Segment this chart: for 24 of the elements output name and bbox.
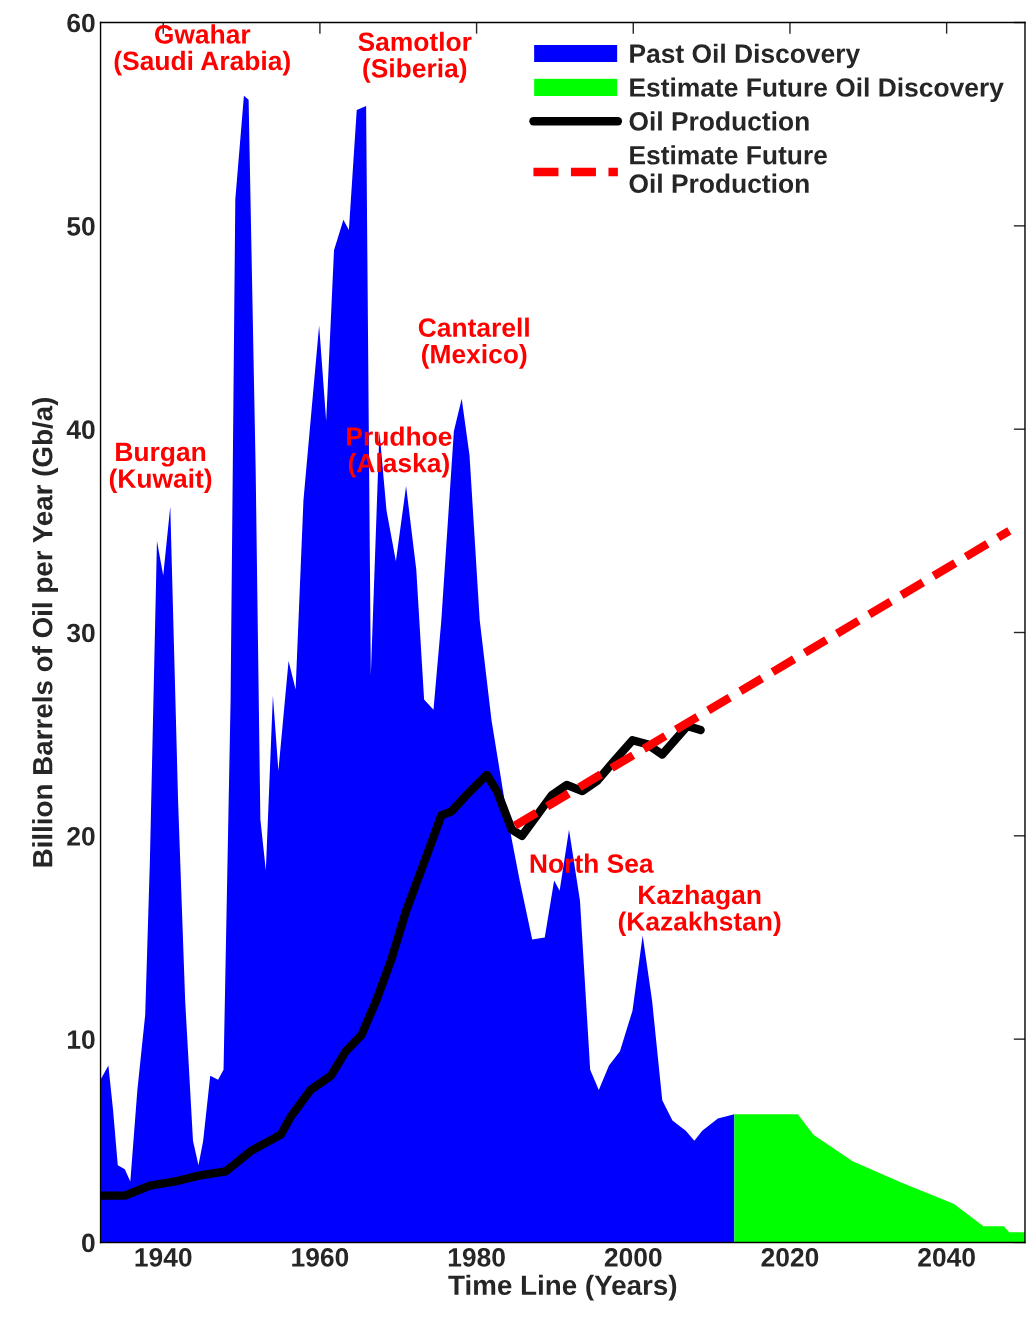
legend-label: Past Oil Discovery — [630, 43, 861, 69]
y-tick-label: 20 — [67, 826, 95, 846]
annotation: Cantarell (Mexico) — [418, 317, 529, 369]
x-tick-label: 1940 — [135, 1248, 192, 1267]
legend-label: Estimate Future Oil Discovery — [630, 77, 1004, 103]
legend-label: Estimate Future Oil Production — [629, 145, 827, 193]
x-tick-label: 1980 — [448, 1248, 505, 1267]
y-tick-label: 40 — [66, 420, 95, 439]
y-tick-label: 30 — [66, 623, 95, 643]
y-tick-label: 50 — [67, 217, 95, 236]
legend-label: Oil Production — [629, 111, 809, 131]
x-tick-label: 2000 — [604, 1248, 662, 1267]
annotation: Kazhagan (Kazakhstan) — [618, 884, 781, 937]
x-tick-label: 1960 — [292, 1248, 349, 1267]
annotation: Burgan (Kuwait) — [109, 442, 212, 494]
annotation: Gwahar (Saudi Arabia) — [114, 24, 290, 76]
y-axis-title: Billion Barrels of Oil per Year (Gb/a) — [32, 397, 58, 867]
x-axis-title: Time Line (Years) — [448, 1274, 677, 1301]
x-tick-label: 2020 — [761, 1248, 819, 1267]
annotation: Samotlor (Siberia) — [358, 31, 472, 83]
y-tick-label: 0 — [82, 1233, 95, 1253]
y-tick-label: 60 — [67, 13, 95, 33]
y-tick-label: 10 — [68, 1030, 95, 1049]
x-tick-label: 2040 — [918, 1248, 975, 1267]
